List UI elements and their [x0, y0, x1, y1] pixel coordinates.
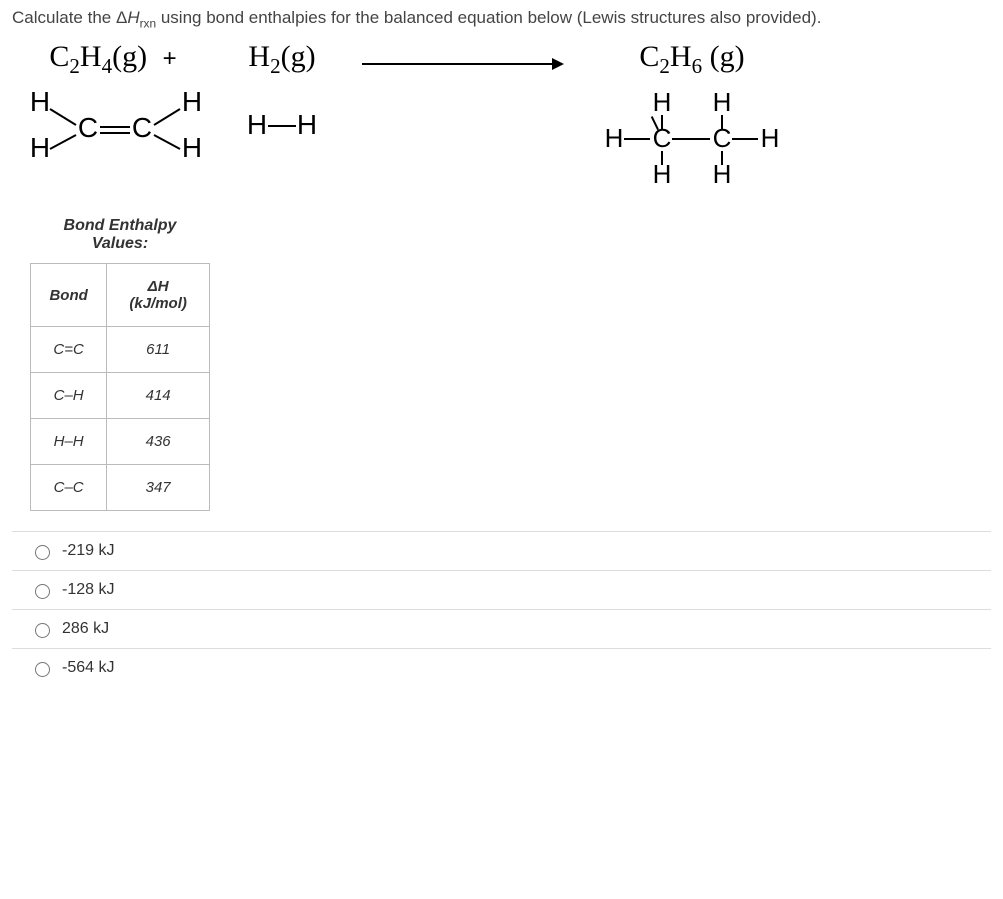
- radio-a[interactable]: [35, 545, 50, 560]
- svg-text:H: H: [761, 123, 780, 153]
- choice-c[interactable]: 286 kJ: [12, 609, 991, 648]
- arrow-col: [352, 40, 572, 82]
- ethane-structure: H H H C C H H H: [592, 89, 792, 189]
- choice-label: -564 kJ: [62, 659, 114, 677]
- question-text: Calculate the ΔHrxn using bond enthalpie…: [12, 8, 991, 30]
- svg-text:H: H: [605, 123, 624, 153]
- product-col: C2H6 (g) H H H C C H H H: [592, 40, 792, 189]
- svg-text:H: H: [30, 132, 50, 163]
- svg-text:H: H: [182, 89, 202, 117]
- radio-d[interactable]: [35, 662, 50, 677]
- choice-d[interactable]: -564 kJ: [12, 648, 991, 687]
- equation-row: C2H4(g) + H H C C H H H2(g): [22, 40, 991, 189]
- table-row: H–H 436: [31, 419, 210, 465]
- reaction-arrow: [352, 52, 572, 82]
- svg-text:H: H: [182, 132, 202, 163]
- radio-b[interactable]: [35, 584, 50, 599]
- svg-text:C: C: [78, 112, 98, 143]
- svg-text:H: H: [247, 109, 267, 140]
- svg-text:H: H: [713, 89, 732, 117]
- svg-text:H: H: [297, 109, 317, 140]
- h2-structure: H H: [232, 89, 332, 169]
- product-formula: C2H6 (g): [639, 40, 744, 79]
- choice-label: -128 kJ: [62, 581, 114, 599]
- choice-b[interactable]: -128 kJ: [12, 570, 991, 609]
- reactant1-formula: C2H4(g) +: [49, 40, 184, 79]
- header-dh: ΔH(kJ/mol): [107, 264, 210, 327]
- svg-text:H: H: [653, 89, 672, 117]
- choice-label: -219 kJ: [62, 542, 114, 560]
- choice-label: 286 kJ: [62, 620, 109, 638]
- table-title: Bond EnthalpyValues:: [31, 209, 210, 264]
- header-bond: Bond: [31, 264, 107, 327]
- ethene-structure: H H C C H H: [22, 89, 212, 169]
- reactant2-col: H2(g) H H: [232, 40, 332, 169]
- radio-c[interactable]: [35, 623, 50, 638]
- table-row: C=C 611: [31, 327, 210, 373]
- table-row: C–C 347: [31, 465, 210, 511]
- reactant1-col: C2H4(g) + H H C C H H: [22, 40, 212, 169]
- answer-choices: -219 kJ -128 kJ 286 kJ -564 kJ: [12, 531, 991, 687]
- table-row: C–H 414: [31, 373, 210, 419]
- choice-a[interactable]: -219 kJ: [12, 531, 991, 570]
- reactant2-formula: H2(g): [248, 40, 315, 79]
- svg-text:C: C: [132, 112, 152, 143]
- svg-text:H: H: [30, 89, 50, 117]
- bond-enthalpy-table: Bond EnthalpyValues: Bond ΔH(kJ/mol) C=C…: [30, 209, 210, 511]
